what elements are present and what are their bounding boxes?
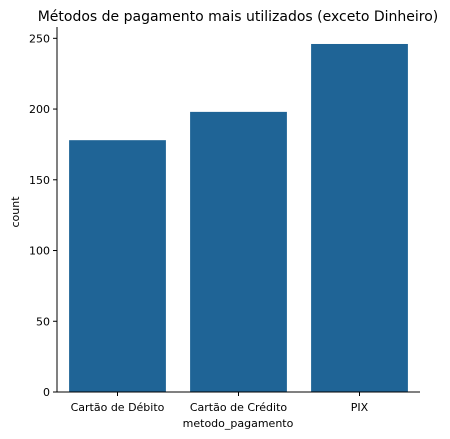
x-tick-label: Cartão de Crédito bbox=[190, 401, 288, 414]
bar bbox=[311, 43, 408, 392]
bar bbox=[69, 140, 166, 392]
y-tick-label: 250 bbox=[29, 32, 50, 45]
y-tick-label: 100 bbox=[29, 245, 50, 258]
y-axis-label: count bbox=[9, 196, 22, 228]
x-tick-label: Cartão de Débito bbox=[71, 401, 165, 414]
bars-group bbox=[69, 43, 408, 392]
x-axis-label: metodo_pagamento bbox=[183, 417, 294, 430]
x-tick-label: PIX bbox=[351, 401, 369, 414]
y-tick-label: 0 bbox=[43, 386, 50, 399]
chart-title: Métodos de pagamento mais utilizados (ex… bbox=[38, 9, 439, 25]
y-tick-label: 200 bbox=[29, 103, 50, 116]
x-axis-ticks: Cartão de Débito Cartão de Crédito PIX bbox=[71, 392, 369, 414]
y-tick-label: 150 bbox=[29, 174, 50, 187]
y-tick-label: 50 bbox=[36, 315, 50, 328]
bar bbox=[190, 111, 287, 392]
y-axis-ticks: 0 50 100 150 200 250 bbox=[29, 32, 57, 399]
